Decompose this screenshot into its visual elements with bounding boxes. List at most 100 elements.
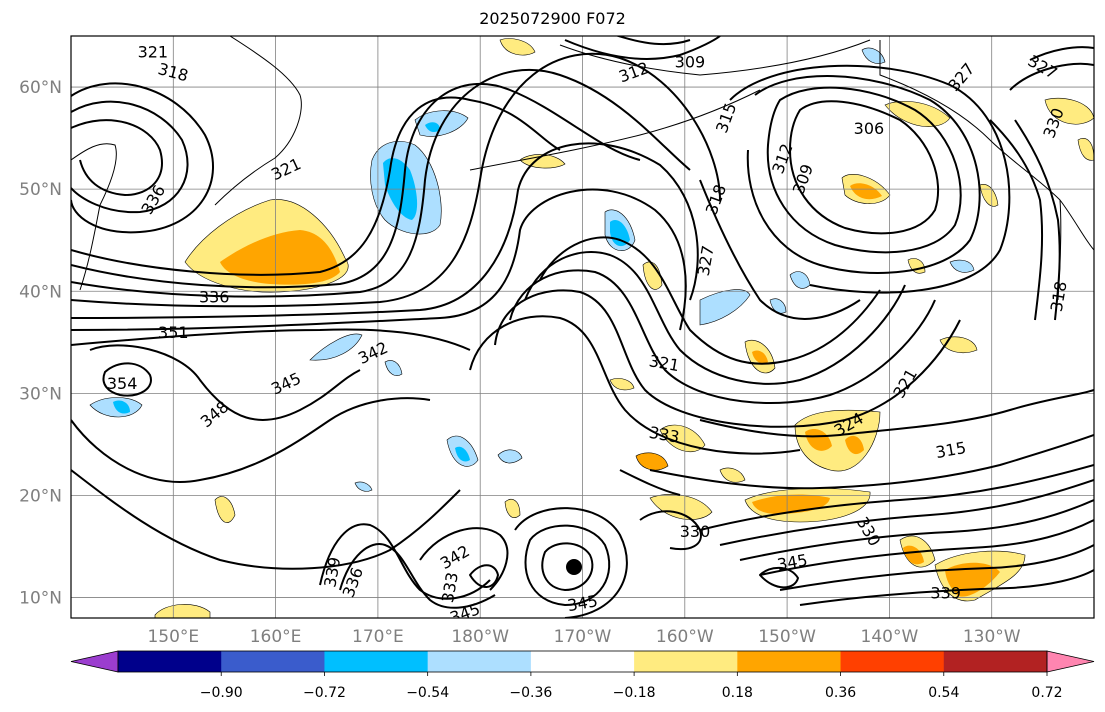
colorbar-tick-label: 0.36 (825, 685, 856, 701)
negative-shade-area (425, 122, 440, 133)
contour-line (494, 289, 961, 428)
lat-label: 60°N (19, 78, 62, 98)
contour-label: 309 (789, 162, 817, 197)
contour-line (71, 469, 461, 570)
contour-label: 312 (616, 58, 651, 86)
contour-line (514, 507, 628, 618)
contour-line (699, 179, 861, 320)
positive-shade-area (649, 493, 713, 520)
positive-shade-area (884, 100, 951, 127)
contour-line (539, 236, 881, 365)
contour-line (89, 344, 361, 421)
contour-line (524, 251, 906, 385)
contour-line (469, 315, 801, 455)
lat-label: 20°N (19, 486, 62, 506)
map-title: 2025072900 F072 (479, 9, 626, 28)
lon-label: 150°W (758, 627, 816, 647)
contour-label: 309 (675, 53, 706, 72)
contour-line (739, 499, 1094, 561)
positive-shade-area (1044, 97, 1094, 125)
map-frame (70, 35, 1095, 619)
contour-label: 345 (776, 550, 809, 574)
contour-line (102, 362, 152, 397)
colorbar-tick-label: −0.18 (613, 685, 656, 701)
contour-label: 321 (648, 351, 681, 375)
contour-line (419, 527, 509, 591)
positive-shade-area (850, 183, 882, 200)
colorbar-segment (427, 651, 532, 672)
negative-shade-area (699, 289, 751, 326)
contour-label: 333 (438, 571, 462, 604)
contour-line (799, 569, 1094, 606)
colorbar-tick-label: −0.54 (406, 685, 449, 701)
coastline-asia (71, 143, 117, 291)
colorbar-extend-low (70, 650, 119, 673)
negative-shade-area (309, 333, 363, 361)
contour-line (71, 68, 691, 298)
contour-line (564, 36, 721, 61)
colorbar-segment (840, 651, 945, 672)
contour-label: 336 (339, 565, 367, 600)
colorbar-tick-label: 0.54 (928, 685, 959, 701)
contour-line (759, 566, 799, 589)
contour-label: 330 (1039, 105, 1067, 140)
contour-label: 327 (1025, 51, 1061, 83)
lon-label: 160°E (250, 627, 302, 647)
contour-line (71, 52, 721, 308)
negative-shade-area (414, 110, 469, 137)
positive-shade-area (220, 230, 340, 285)
contour-label: 336 (199, 287, 230, 306)
contour-layer (71, 36, 1094, 618)
colorbar-segment (221, 651, 325, 672)
negative-shade-area (789, 271, 811, 289)
lon-label: 180°W (451, 627, 509, 647)
contour-label: 327 (944, 59, 978, 95)
contour-label: 351 (158, 323, 189, 342)
contour-label: 342 (437, 541, 473, 573)
negative-shade-area (113, 400, 130, 414)
lon-label: 170°W (554, 627, 612, 647)
contour-label: 321 (138, 42, 169, 61)
colorbar-tick-label: 0.18 (722, 685, 753, 701)
contour-line (71, 142, 699, 319)
contour-label: 339 (320, 555, 344, 588)
colorbar-extend-high (1046, 650, 1095, 673)
contour-line (71, 328, 471, 351)
colorbar: −0.90 −0.72 −0.54 −0.36 −0.18 0.18 0.36 0.54 0.7… (70, 650, 1095, 701)
contour-line (71, 119, 163, 196)
coastline-aleutians (469, 89, 761, 171)
negative-shade-area (949, 259, 975, 273)
contour-line (619, 469, 681, 496)
contour-label: 306 (854, 119, 885, 138)
coastline-alaska-southeast (879, 40, 1094, 251)
contour-label: 330 (680, 522, 711, 541)
contour-line (615, 36, 691, 46)
contour-line (71, 397, 431, 483)
contour-line (699, 464, 1094, 531)
contour-label: 315 (712, 100, 740, 135)
lon-label: 150°E (147, 627, 199, 647)
positive-shade-area (609, 378, 635, 391)
colorbar-frame (117, 650, 1048, 673)
positive-shade-area (752, 350, 768, 364)
contour-line (766, 86, 962, 254)
positive-shade-area (845, 435, 864, 455)
contour-label: 348 (197, 397, 233, 431)
contour-label: 315 (934, 438, 967, 462)
contour-label: 333 (648, 423, 681, 447)
negative-shade-area (497, 449, 523, 464)
lat-label: 40°N (19, 282, 62, 302)
positive-shade-area (903, 545, 924, 565)
contour-line (71, 96, 561, 276)
negative-shade-area (861, 47, 886, 64)
positive-shade-area (504, 499, 521, 518)
colorbar-tick-label: −0.36 (509, 685, 552, 701)
contour-line (339, 543, 496, 609)
lon-label: 160°W (656, 627, 714, 647)
colorbar-tick-label: 0.72 (1031, 685, 1062, 701)
colorbar-segment (324, 651, 429, 672)
contour-label: 318 (156, 59, 190, 85)
contour-line (779, 544, 1094, 591)
colorbar-segment (943, 651, 1048, 672)
